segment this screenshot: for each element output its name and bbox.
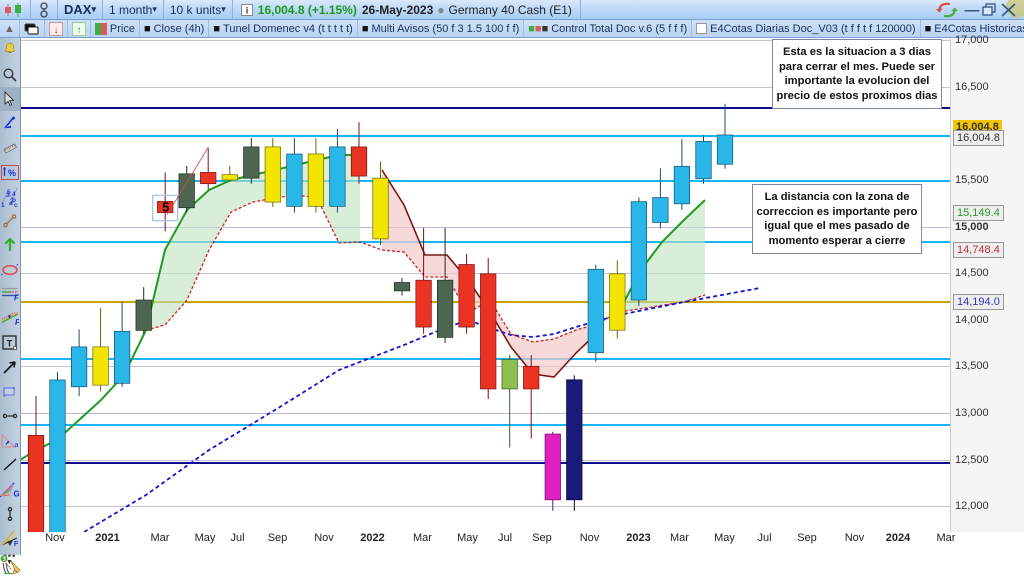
svg-text:↓: ↓ <box>53 25 58 36</box>
svg-text:T: T <box>7 338 13 348</box>
svg-text:F: F <box>14 294 19 302</box>
svg-text:%: % <box>8 168 16 178</box>
svg-text:G: G <box>14 490 20 498</box>
svg-text:a: a <box>15 442 19 448</box>
svg-text:c: c <box>14 202 18 208</box>
svg-text:F: F <box>15 318 19 326</box>
svg-text:↑: ↑ <box>76 25 81 36</box>
svg-text:i: i <box>246 5 249 15</box>
svg-text:1: 1 <box>1 202 5 208</box>
